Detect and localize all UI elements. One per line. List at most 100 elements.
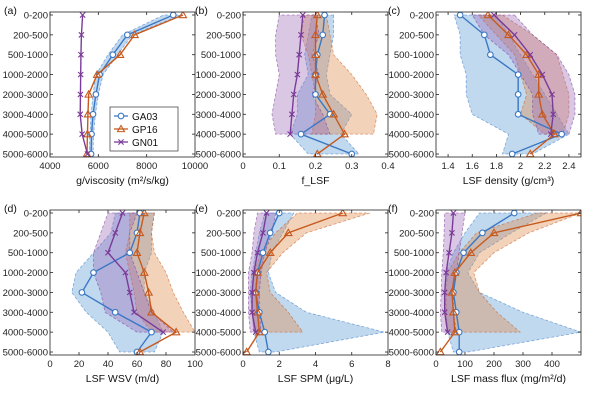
- point-gp16-2: [522, 50, 532, 58]
- x-tick-label: 6000: [88, 161, 109, 172]
- panel-e: 0 2 4 6 8 0-200 200-500 500-1000 1000-2000 2000-3…: [195, 203, 391, 385]
- point-ga03-1: [480, 31, 488, 39]
- point-gn01-1: [298, 31, 304, 38]
- point-gn01-6: [444, 329, 451, 336]
- point-gp16-5: [252, 307, 263, 316]
- axes-frame: [49, 11, 196, 158]
- band-ga03: [249, 212, 385, 353]
- point-gp16-2: [466, 248, 476, 256]
- point-gn01-6: [252, 329, 259, 336]
- y-tick-label: 0-200: [410, 209, 434, 220]
- y-tick-label: 500-1000: [201, 248, 241, 259]
- point-gn01-1: [511, 31, 518, 38]
- y-tick-label: 4000-5000: [389, 130, 434, 141]
- panel-label: (b): [195, 5, 208, 17]
- point-gp16-6: [82, 129, 93, 138]
- x-axis-label: LSF SPM (μg/L): [278, 373, 353, 385]
- point-ga03-0: [456, 12, 464, 19]
- band-gp16: [124, 212, 195, 333]
- point-gn01-4: [126, 289, 133, 296]
- series-line-gp16: [487, 14, 556, 155]
- point-gp16-5: [537, 109, 547, 118]
- panel-label: (d): [4, 203, 17, 215]
- x-tick-label: 400: [544, 359, 560, 370]
- point-gn01-5: [288, 111, 295, 118]
- point-ga03-7: [265, 348, 272, 355]
- point-gp16-5: [83, 109, 93, 118]
- point-gp16-3: [252, 267, 263, 276]
- point-gn01-6: [160, 329, 167, 336]
- y-tick-label: 0-200: [24, 209, 48, 220]
- point-ga03-2: [109, 51, 117, 59]
- x-tick-label: 0.3: [345, 161, 358, 172]
- y-tick-label: 5000-6000: [196, 348, 241, 359]
- point-gp16-2: [310, 50, 321, 58]
- x-tick-label: 1.6: [466, 161, 479, 172]
- point-gp16-3: [450, 267, 460, 276]
- point-ga03-6: [148, 328, 155, 336]
- point-gp16-4: [144, 287, 154, 296]
- point-gn01-3: [539, 71, 546, 78]
- y-tick-label: 4000-5000: [389, 328, 434, 339]
- point-ga03-2: [126, 249, 134, 257]
- point-gn01-5: [441, 309, 448, 316]
- y-tick-label: 4000-5000: [3, 328, 48, 339]
- point-gn01-6: [287, 131, 294, 138]
- series-line-gp16: [314, 14, 346, 155]
- point-gn01-2: [446, 249, 453, 256]
- legend-label-gp16: GP16: [132, 125, 158, 136]
- legend-marker-gn01: [118, 139, 124, 145]
- x-tick-label: 0.2: [309, 161, 322, 172]
- point-gp16-0: [178, 12, 188, 19]
- x-tick-label: 4: [313, 359, 318, 370]
- point-gn01-0: [299, 12, 306, 18]
- point-gp16-0: [483, 12, 493, 19]
- band-gp16: [251, 212, 370, 333]
- y-tick-label: 4000-5000: [196, 130, 241, 141]
- series-line-ga03: [80, 212, 153, 353]
- y-tick-label: 200-500: [399, 228, 434, 239]
- y-tick-label: 5000-6000: [3, 348, 48, 359]
- y-tick-label: 5000-6000: [3, 150, 48, 161]
- point-gp16-4: [84, 89, 94, 98]
- band-ga03: [444, 212, 581, 353]
- point-gn01-2: [105, 249, 111, 256]
- point-gp16-3: [534, 69, 544, 78]
- point-gn01-4: [77, 91, 84, 98]
- point-ga03-5: [514, 110, 522, 118]
- point-gp16-0: [338, 210, 348, 217]
- point-ga03-0: [321, 12, 328, 19]
- y-tick-label: 5000-6000: [389, 150, 434, 161]
- point-gn01-1: [78, 31, 85, 38]
- point-gp16-4: [447, 287, 457, 296]
- point-gn01-3: [122, 269, 129, 276]
- y-tick-label: 2000-3000: [3, 90, 48, 101]
- point-gp16-0: [576, 210, 581, 217]
- y-tick-label: 2000-3000: [196, 288, 241, 299]
- y-tick-label: 500-1000: [394, 248, 434, 259]
- point-gn01-5: [550, 111, 557, 118]
- panel-b: 0 0.1 0.2 0.3 0.4 0-200 200-500 500-1000 1000-20…: [195, 5, 395, 187]
- point-ga03-1: [266, 229, 274, 237]
- x-tick-label: 40: [103, 359, 114, 370]
- point-ga03-6: [297, 130, 305, 138]
- x-tick-label: 1.8: [490, 161, 503, 172]
- band-ga03: [289, 14, 360, 155]
- point-gn01-0: [263, 210, 270, 216]
- y-tick-label: 200-500: [13, 228, 48, 239]
- point-gn01-4: [290, 91, 297, 98]
- legend: GA03 GP16 GN01: [109, 106, 179, 152]
- point-ga03-2: [259, 249, 267, 257]
- y-tick-label: 3000-4000: [196, 110, 241, 121]
- point-gp16-1: [130, 30, 140, 39]
- point-gn01-6: [79, 131, 86, 138]
- y-tick-label: 4000-5000: [196, 328, 241, 339]
- x-tick-label: 6: [349, 359, 354, 370]
- point-gn01-1: [112, 229, 119, 236]
- point-ga03-2: [460, 249, 467, 257]
- legend-marker-ga03: [117, 112, 125, 120]
- x-tick-label: 80: [161, 359, 172, 370]
- series-line-gp16: [136, 212, 178, 353]
- point-gn01-1: [448, 229, 455, 236]
